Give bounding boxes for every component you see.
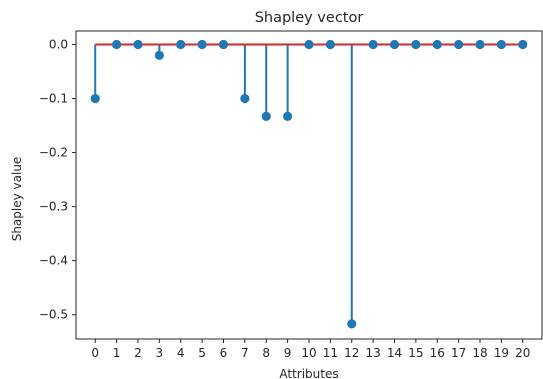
x-axis-label: Attributes (279, 367, 338, 379)
stem-lines (94, 44, 353, 324)
y-tick-label: −0.1 (39, 92, 68, 106)
x-tick-label: 10 (301, 346, 316, 360)
x-tick-label: 20 (515, 346, 530, 360)
stem-marker (218, 39, 229, 50)
x-tick-label: 11 (323, 346, 338, 360)
y-axis-label: Shapley value (10, 157, 24, 242)
stem-marker (411, 39, 421, 50)
stem-marker (389, 39, 400, 50)
chart-title: Shapley vector (255, 10, 364, 26)
x-tick-label: 18 (472, 346, 487, 360)
x-tick-label: 5 (198, 346, 206, 360)
x-tick-label: 12 (344, 346, 359, 360)
x-axis-ticks: 0 1 2 3 4 5 6 7 8 9 10 11 12 13 14 15 16 17 18 19 20 (91, 339, 530, 360)
stem-marker (518, 39, 528, 50)
stem-marker (432, 39, 442, 50)
stem-marker (240, 93, 250, 104)
x-tick-label: 6 (220, 346, 228, 360)
stem-marker (154, 50, 164, 60)
x-tick-label: 15 (408, 346, 423, 360)
x-tick-label: 7 (241, 346, 249, 360)
x-tick-label: 3 (156, 346, 164, 360)
stem-marker (133, 39, 143, 50)
axes-frame (75, 30, 543, 340)
x-tick-label: 9 (284, 346, 292, 360)
x-tick-label: 4 (177, 346, 185, 360)
stem-marker (197, 39, 207, 50)
stem-markers (90, 39, 528, 329)
x-tick-label: 2 (134, 346, 142, 360)
x-tick-label: 17 (451, 346, 466, 360)
x-tick-label: 0 (91, 346, 99, 360)
y-tick-label: −0.4 (39, 254, 68, 268)
y-tick-label: −0.3 (39, 200, 68, 214)
x-tick-label: 1 (113, 346, 121, 360)
y-tick-label: −0.5 (39, 308, 68, 322)
stem-marker (454, 39, 464, 50)
stem-marker (261, 111, 271, 121)
stem-marker (112, 39, 122, 50)
y-tick-label: −0.2 (39, 146, 68, 160)
x-tick-label: 14 (387, 346, 402, 360)
stem-marker (368, 39, 378, 50)
plot-area (75, 30, 543, 340)
y-axis-ticks: 0.0 −0.1 −0.2 −0.3 −0.4 −0.5 (39, 38, 76, 322)
stem-marker (347, 319, 357, 329)
x-tick-label: 8 (262, 346, 270, 360)
stem-marker (475, 39, 485, 50)
stem-marker (283, 111, 293, 121)
stem-marker (304, 39, 314, 50)
x-tick-label: 16 (430, 346, 445, 360)
stem-marker (325, 39, 335, 50)
stem-marker (496, 39, 506, 50)
x-tick-label: 13 (365, 346, 380, 360)
stem-marker (176, 39, 186, 50)
y-tick-label: 0.0 (49, 38, 68, 52)
x-tick-label: 19 (494, 346, 509, 360)
stem-marker (90, 93, 100, 104)
